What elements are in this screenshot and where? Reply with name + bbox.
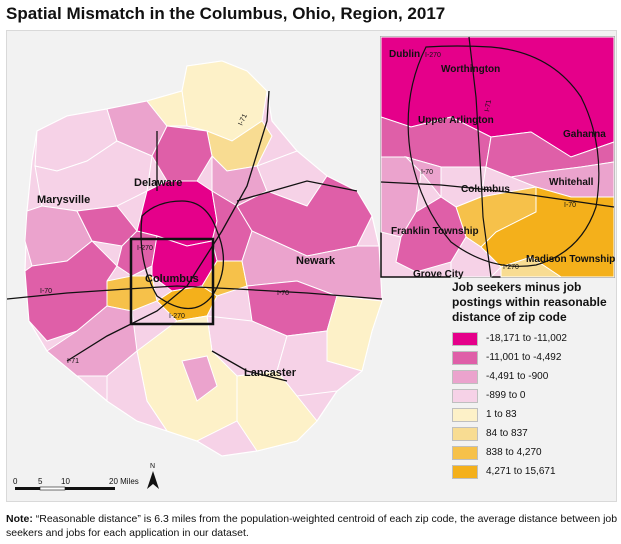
inset-label-columbus: Columbus (461, 184, 510, 195)
inset-map: I-270 I-71 I-70 I-70 I-270 Dublin Worthi… (380, 36, 615, 280)
road-label-i70-east: I-70 (277, 290, 289, 297)
road-label-i71-south: I-71 (67, 358, 79, 365)
choropleth-map: I-71 I-70 I-70 I-71 I-270 I-270 Marysvil… (7, 36, 615, 491)
place-label-columbus: Columbus (145, 273, 199, 285)
note-label: Note: (6, 513, 33, 525)
legend-item: 4,271 to 15,671 (452, 462, 612, 481)
inset-label-whitehall: Whitehall (549, 177, 594, 188)
zip-area (46, 305, 138, 377)
inset-road-label-i270-south: I-270 (503, 264, 519, 271)
inset-label-dublin: Dublin (389, 49, 420, 60)
inset-zip (500, 256, 563, 278)
inset-road-label-i71: I-71 (484, 99, 493, 112)
legend: Job seekers minus job postings within re… (452, 280, 612, 481)
legend-swatch (452, 445, 478, 460)
inset-label-madison-township: Madison Township (526, 254, 615, 265)
place-label-lancaster: Lancaster (244, 367, 297, 379)
zip-area (236, 370, 318, 452)
note: Note: “Reasonable distance” is 6.3 miles… (6, 512, 618, 540)
inset-label-franklin-township: Franklin Township (391, 226, 479, 237)
scale-bar: 0 5 10 20 Miles (13, 477, 139, 491)
zip-area (276, 330, 364, 397)
legend-item: 1 to 83 (452, 405, 612, 424)
road-label-i270-south: I-270 (169, 313, 185, 320)
legend-items: -18,171 to -11,002 -11,001 to -4,492 -4,49… (452, 329, 612, 481)
scale-tick-20: 20 Miles (109, 477, 139, 486)
note-text: “Reasonable distance” is 6.3 miles from … (6, 513, 618, 539)
legend-swatch (452, 369, 478, 384)
legend-item: 838 to 4,270 (452, 443, 612, 462)
inset-label-upper-arlington: Upper Arlington (418, 115, 494, 126)
inset-label-worthington: Worthington (441, 64, 500, 75)
legend-item: 84 to 837 (452, 424, 612, 443)
highways (7, 90, 383, 382)
legend-item: -899 to 0 (452, 386, 612, 405)
zip-area (326, 295, 383, 372)
legend-label: -11,001 to -4,492 (486, 352, 562, 363)
zip-area (236, 175, 373, 257)
legend-item: -11,001 to -4,492 (452, 348, 612, 367)
legend-title: Job seekers minus job postings within re… (452, 280, 607, 324)
north-arrow-icon: N (147, 463, 159, 489)
legend-swatch (452, 388, 478, 403)
legend-swatch (452, 350, 478, 365)
legend-swatch (452, 464, 478, 479)
legend-swatch (452, 426, 478, 441)
road-label-i70-west: I-70 (40, 288, 52, 295)
legend-label: 1 to 83 (486, 409, 517, 420)
map-panel: I-71 I-70 I-70 I-71 I-270 I-270 Marysvil… (6, 30, 617, 502)
inset-locator-box (129, 237, 215, 326)
legend-label: 84 to 837 (486, 428, 528, 439)
zip-area (181, 355, 218, 402)
legend-label: 838 to 4,270 (486, 447, 542, 458)
place-label-marysville: Marysville (37, 194, 90, 206)
inset-label-gahanna: Gahanna (563, 129, 606, 140)
inset-road-label-i70: I-70 (421, 169, 433, 176)
legend-label: -4,491 to -900 (486, 371, 549, 382)
legend-swatch (452, 331, 478, 346)
place-label-delaware: Delaware (134, 177, 182, 189)
zip-area (181, 60, 268, 142)
legend-item: -18,171 to -11,002 (452, 329, 612, 348)
scale-tick-10: 10 (61, 477, 70, 486)
road-label-i71: I-71 (237, 113, 248, 127)
svg-text:N: N (150, 463, 155, 470)
scale-tick-5: 5 (38, 477, 43, 486)
legend-label: -899 to 0 (486, 390, 526, 401)
inset-road-label-i70-east: I-70 (564, 202, 576, 209)
inset-label-grove-city: Grove City (413, 269, 464, 280)
legend-label: -18,171 to -11,002 (486, 333, 567, 344)
road-label-i270: I-270 (137, 245, 153, 252)
legend-swatch (452, 407, 478, 422)
legend-label: 4,271 to 15,671 (486, 466, 556, 477)
zip-area (146, 90, 188, 127)
scale-tick-0: 0 (13, 477, 18, 486)
place-label-newark: Newark (296, 255, 336, 267)
map-title: Spatial Mismatch in the Columbus, Ohio, … (6, 4, 446, 23)
inset-road-label-i270: I-270 (425, 52, 441, 59)
legend-item: -4,491 to -900 (452, 367, 612, 386)
zip-area (106, 350, 169, 432)
